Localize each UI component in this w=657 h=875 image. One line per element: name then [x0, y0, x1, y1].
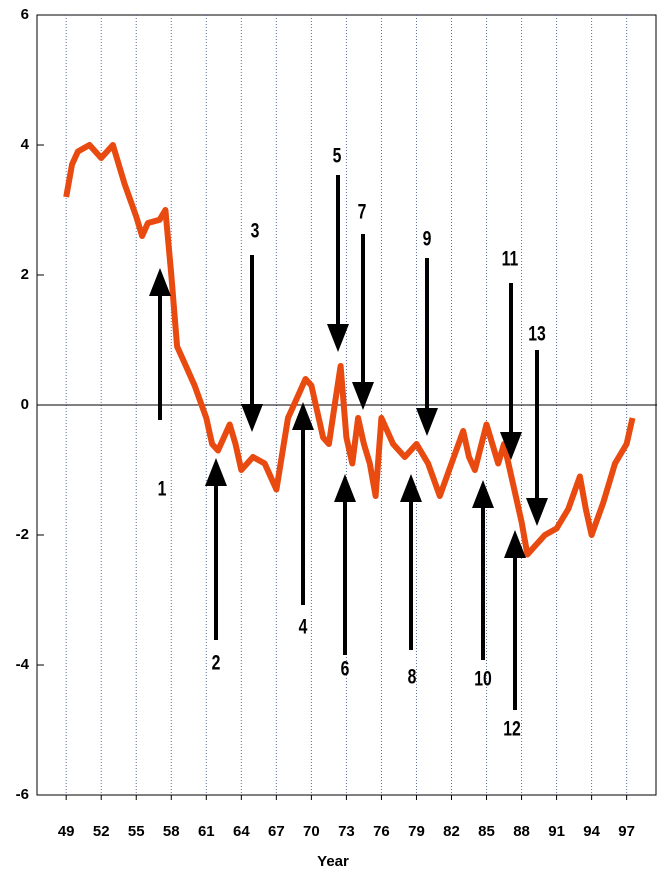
- annotation-label: 1: [158, 476, 167, 500]
- annotation-label: 5: [333, 143, 342, 167]
- annotation-label: 6: [341, 656, 350, 680]
- annotation-label: 10: [474, 666, 492, 690]
- annotation-label: 2: [212, 650, 221, 674]
- x-tick-label: 73: [338, 823, 355, 840]
- x-tick-label: 82: [443, 823, 460, 840]
- data-line: [63, 142, 636, 558]
- annotation-label: 9: [423, 226, 432, 250]
- annotation-label: 8: [408, 664, 417, 688]
- x-tick-label: 88: [513, 823, 530, 840]
- annotation-label: 4: [299, 614, 308, 638]
- y-tick-label: -6: [16, 786, 29, 803]
- x-tick-label: 70: [303, 823, 320, 840]
- x-tick-label: 79: [408, 823, 425, 840]
- x-tick-label: 58: [163, 823, 180, 840]
- x-tick-label: 55: [128, 823, 145, 840]
- arrow-head: [149, 268, 171, 296]
- arrow-head: [352, 382, 374, 410]
- y-tick-label: -4: [16, 656, 30, 673]
- x-tick-label: 97: [618, 823, 635, 840]
- arrow-head: [526, 498, 548, 526]
- x-tick-label: 61: [198, 823, 215, 840]
- arrow-head: [472, 480, 494, 508]
- arrow-head: [241, 404, 263, 432]
- arrow-head: [327, 324, 349, 352]
- y-tick-label: 4: [21, 136, 30, 153]
- arrow-head: [205, 458, 227, 486]
- y-tick-label: 2: [21, 266, 29, 283]
- arrow-head: [500, 432, 522, 460]
- arrow-head: [292, 402, 314, 430]
- x-tick-label: 85: [478, 823, 495, 840]
- y-tick-label: 0: [21, 396, 29, 413]
- x-tick-label: 91: [548, 823, 565, 840]
- annotation-label: 7: [358, 199, 367, 223]
- x-tick-label: 52: [93, 823, 110, 840]
- x-tick-label: 67: [268, 823, 285, 840]
- arrow-head: [400, 474, 422, 502]
- arrow-head: [504, 530, 526, 558]
- x-tick-label: 94: [583, 823, 600, 840]
- arrow-head: [416, 408, 438, 436]
- arrow-head: [334, 474, 356, 502]
- annotation-label: 11: [502, 246, 519, 270]
- x-tick-label: 49: [58, 823, 75, 840]
- annotation-label: 13: [528, 321, 546, 345]
- annotation-label: 3: [251, 218, 260, 242]
- x-axis-label: Year: [317, 853, 349, 870]
- y-tick-label: -2: [16, 526, 29, 543]
- x-tick-label: 76: [373, 823, 390, 840]
- y-tick-label: 6: [21, 6, 29, 23]
- annotation-label: 12: [503, 716, 521, 740]
- x-tick-label: 64: [233, 823, 250, 840]
